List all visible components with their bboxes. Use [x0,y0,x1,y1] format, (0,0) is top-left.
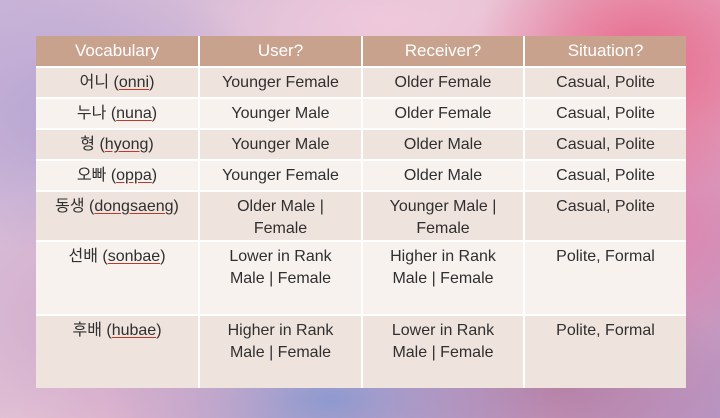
vocab-cell: 형 (hyong) [36,128,200,160]
situation-cell: Casual, Polite [524,159,686,191]
header-row: Vocabulary User? Receiver? Situation? [36,36,686,67]
receiver-cell: Older Female [362,66,525,98]
table-row: 동생 (dongsaeng) Older Male | Female Younge… [36,190,686,241]
receiver-line: Older Female [394,74,492,91]
table-row: 오빠 (oppa) Younger Female Older Male Casu… [36,159,686,191]
user-cell: Younger Female [199,159,363,191]
receiver-line: Male | Female [392,270,494,287]
receiver-cell: Older Male [362,128,525,160]
situation-cell: Polite, Formal [524,240,686,315]
vocab-cell: 선배 (sonbae) [36,240,200,315]
user-line: Older Male | [237,198,324,215]
romanization: oppa [116,167,152,184]
receiver-line: Lower in Rank [391,322,495,339]
korean-word: 동생 [55,198,85,215]
situation-cell: Casual, Polite [524,97,686,129]
romanization: nuna [116,105,152,122]
receiver-line: Female [416,220,470,237]
user-line: Female [253,220,308,237]
receiver-line: Male | Female [392,344,494,361]
romanization: dongsaeng [94,198,174,215]
vocab-cell: 오빠 (oppa) [36,159,200,191]
user-cell: Younger Male [199,128,363,160]
user-line: Younger Female [222,167,339,184]
receiver-cell: Younger Male | Female [362,190,525,241]
header-receiver: Receiver? [362,36,525,67]
receiver-line: Older Male [403,167,483,184]
korean-word: 후배 [72,322,102,339]
table-row: 선배 (sonbae) Lower in Rank Male | Female H… [36,240,686,315]
vocab-cell: 어니 (onni) [36,66,200,98]
user-line: Male | Female [229,344,332,361]
user-line: Younger Male [231,136,330,153]
receiver-line: Older Male [403,136,483,153]
receiver-cell: Higher in Rank Male | Female [362,240,525,315]
korean-word: 형 [80,136,96,153]
situation-cell: Polite, Formal [524,314,686,388]
table-row: 후배 (hubae) Higher in Rank Male | Female L… [36,314,686,388]
situation-cell: Casual, Polite [524,190,686,241]
table-row: 누나 (nuna) Younger Male Older Female Casu… [36,97,686,129]
header-situation: Situation? [524,36,686,67]
receiver-line: Older Female [394,105,492,122]
romanization: hyong [104,136,149,153]
user-line: Male | Female [229,270,332,287]
vocab-cell: 후배 (hubae) [36,314,200,388]
user-cell: Younger Female [199,66,363,98]
korean-word: 오빠 [76,167,107,184]
situation-cell: Casual, Polite [524,128,686,160]
header-vocabulary: Vocabulary [36,36,200,67]
korean-word: 선배 [68,248,98,265]
user-line: Younger Male [231,105,330,122]
receiver-line: Younger Male | [389,198,497,215]
user-line: Higher in Rank [227,322,334,339]
user-cell: Older Male | Female [199,190,363,241]
table-row: 어니 (onni) Younger Female Older Female Ca… [36,66,686,98]
receiver-cell: Older Male [362,159,525,191]
situation-cell: Casual, Polite [524,66,686,98]
romanization: hubae [111,322,157,339]
receiver-cell: Lower in Rank Male | Female [362,314,525,388]
vocab-cell: 누나 (nuna) [36,97,200,129]
vocab-cell: 동생 (dongsaeng) [36,190,200,241]
korean-word: 어니 [79,74,110,91]
user-line: Younger Female [222,74,339,91]
table-row: 형 (hyong) Younger Male Older Male Casual… [36,128,686,160]
vocabulary-table-container: Vocabulary User? Receiver? Situation? 어니… [36,36,686,388]
user-cell: Younger Male [199,97,363,129]
romanization: onni [118,74,150,91]
vocabulary-table: Vocabulary User? Receiver? Situation? 어니… [36,36,686,388]
receiver-cell: Older Female [362,97,525,129]
user-line: Lower in Rank [229,248,332,265]
user-cell: Higher in Rank Male | Female [199,314,363,388]
romanization: sonbae [107,248,161,265]
user-cell: Lower in Rank Male | Female [199,240,363,315]
korean-word: 누나 [76,105,107,122]
header-user: User? [199,36,363,67]
receiver-line: Higher in Rank [390,248,496,265]
